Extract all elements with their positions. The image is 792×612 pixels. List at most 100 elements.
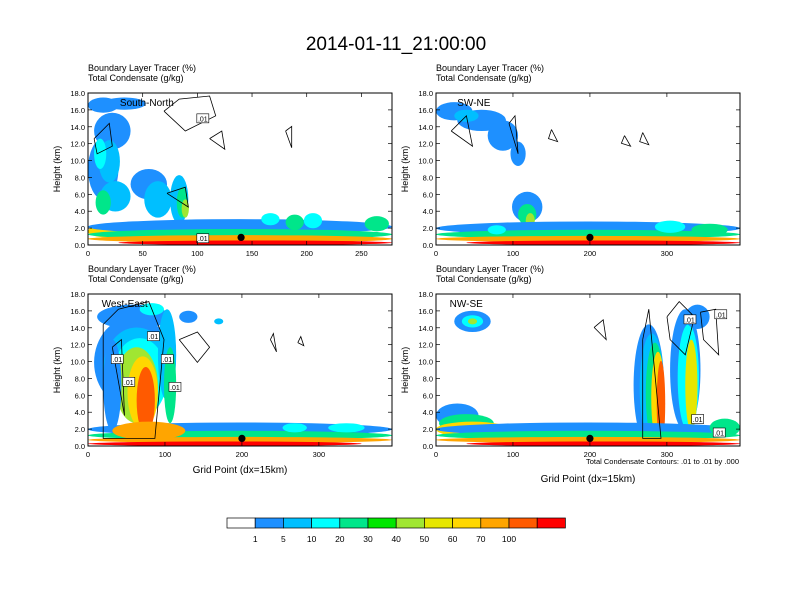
colorbar-swatch [311, 517, 341, 529]
y-tick-label: 2.0 [423, 425, 433, 434]
x-tick-label: 200 [300, 249, 313, 258]
tracer-field-blob [112, 421, 186, 440]
x-tick-label: 50 [139, 249, 147, 258]
colorbar-swatch [395, 517, 425, 529]
contour-label-box [683, 314, 697, 325]
y-tick-label: 12.0 [418, 140, 433, 149]
tracer-field-blob [282, 423, 307, 433]
tracer-field-blob [328, 423, 365, 433]
panel-frame [87, 92, 393, 246]
contour-label: .01 [170, 385, 180, 392]
y-tick-label: 18.0 [418, 290, 433, 299]
panel-subtitle-tracer: Boundary Layer Tracer (%) [88, 63, 196, 73]
cross-section-label: NW-SE [450, 299, 483, 310]
colorbar-swatch [339, 517, 369, 529]
y-tick-label: 14.0 [418, 324, 433, 333]
colorbar-swatch [508, 517, 538, 529]
y-tick-label: 18.0 [70, 290, 85, 299]
colorbar-swatch [367, 517, 397, 529]
tracer-field-blob [95, 190, 111, 215]
y-tick-label: 8.0 [423, 173, 433, 182]
condensate-contour [508, 114, 519, 154]
x-axis-label: Grid Point (dx=15km) [193, 465, 288, 476]
tracer-field-blob [136, 366, 155, 434]
x-tick-label: 0 [86, 249, 90, 258]
panels: Boundary Layer Tracer (%)Total Condensat… [52, 63, 741, 485]
y-tick-label: 12.0 [70, 341, 85, 350]
contour-label: .01 [112, 357, 122, 364]
contour-label-box [110, 354, 124, 364]
panel-west-east: Boundary Layer Tracer (%)Total Condensat… [52, 264, 393, 476]
x-tick-label: 200 [584, 249, 597, 258]
y-tick-label: 16.0 [418, 106, 433, 115]
tracer-field-blob [261, 213, 280, 226]
contour-label-box [196, 233, 210, 244]
y-tick-label: 12.0 [70, 140, 85, 149]
x-tick-label: 100 [507, 249, 520, 258]
y-tick-label: 10.0 [70, 157, 85, 166]
y-tick-label: 8.0 [75, 374, 85, 383]
panel-sw-ne: Boundary Layer Tracer (%)Total Condensat… [400, 63, 741, 258]
tracer-field-blob [214, 318, 224, 325]
tracer-field-blob [285, 214, 304, 230]
colorbar-label: 20 [335, 534, 345, 544]
contour-label: .01 [149, 334, 159, 341]
condensate-contour [209, 130, 226, 151]
tracer-field-blob [179, 310, 198, 323]
y-tick-label: 16.0 [418, 307, 433, 316]
y-tick-label: 6.0 [75, 391, 85, 400]
tracer-field-blob [685, 339, 698, 431]
contour-label-box [691, 414, 704, 424]
y-tick-label: 0.0 [75, 241, 85, 250]
condensate-contour [450, 114, 474, 148]
x-tick-label: 300 [661, 450, 674, 459]
colorbar-swatch [254, 517, 284, 529]
y-tick-label: 0.0 [75, 442, 85, 451]
colorbar-label: 100 [502, 534, 516, 544]
y-tick-label: 18.0 [70, 89, 85, 98]
condensate-contour [620, 135, 632, 147]
tracer-field-blob [691, 223, 728, 236]
tracer-field-blob [467, 318, 478, 325]
panel-subtitle-tracer: Boundary Layer Tracer (%) [88, 264, 196, 274]
contour-label-box [147, 331, 160, 342]
colorbar-label: 40 [391, 534, 401, 544]
condensate-contour [166, 186, 189, 208]
panel-frame [435, 92, 741, 246]
contour-label-box [160, 354, 174, 364]
condensate-contour [270, 332, 277, 352]
panel-south-north: Boundary Layer Tracer (%)Total Condensat… [52, 63, 393, 258]
y-tick-label: 2.0 [423, 224, 433, 233]
panel-nw-se: Boundary Layer Tracer (%)Total Condensat… [400, 264, 741, 485]
colorbar-label: 30 [363, 534, 373, 544]
colorbar-swatch [480, 517, 510, 529]
cross-section-label: West-East [102, 299, 148, 310]
condensate-contour [178, 331, 211, 364]
contour-label: .01 [716, 312, 726, 319]
tracer-field-blob [487, 225, 506, 235]
x-tick-label: 300 [661, 249, 674, 258]
colorbar-swatch [536, 517, 566, 529]
contour-label: .01 [198, 236, 208, 243]
colorbar-label: 70 [476, 534, 486, 544]
colorbar-label: 5 [281, 534, 286, 544]
tracer-field-blob [364, 216, 389, 232]
location-marker [586, 434, 594, 442]
condensate-contour [642, 309, 662, 439]
y-tick-label: 14.0 [418, 123, 433, 132]
contour-label: .01 [162, 357, 172, 364]
x-tick-label: 0 [434, 249, 438, 258]
x-tick-label: 150 [246, 249, 259, 258]
x-axis-label: Grid Point (dx=15km) [541, 474, 636, 485]
y-tick-label: 4.0 [75, 408, 85, 417]
colorbar-swatch [283, 517, 312, 529]
tracer-field-blob [466, 441, 740, 446]
contour-label-box [712, 427, 726, 438]
tracer-field-blob [654, 220, 686, 233]
x-tick-label: 300 [313, 450, 326, 459]
tracer-field-blob [144, 181, 172, 218]
plot-area: .01 .01 .01 .01 .01 [88, 294, 392, 446]
location-marker [586, 233, 594, 241]
x-tick-label: 100 [507, 450, 520, 459]
